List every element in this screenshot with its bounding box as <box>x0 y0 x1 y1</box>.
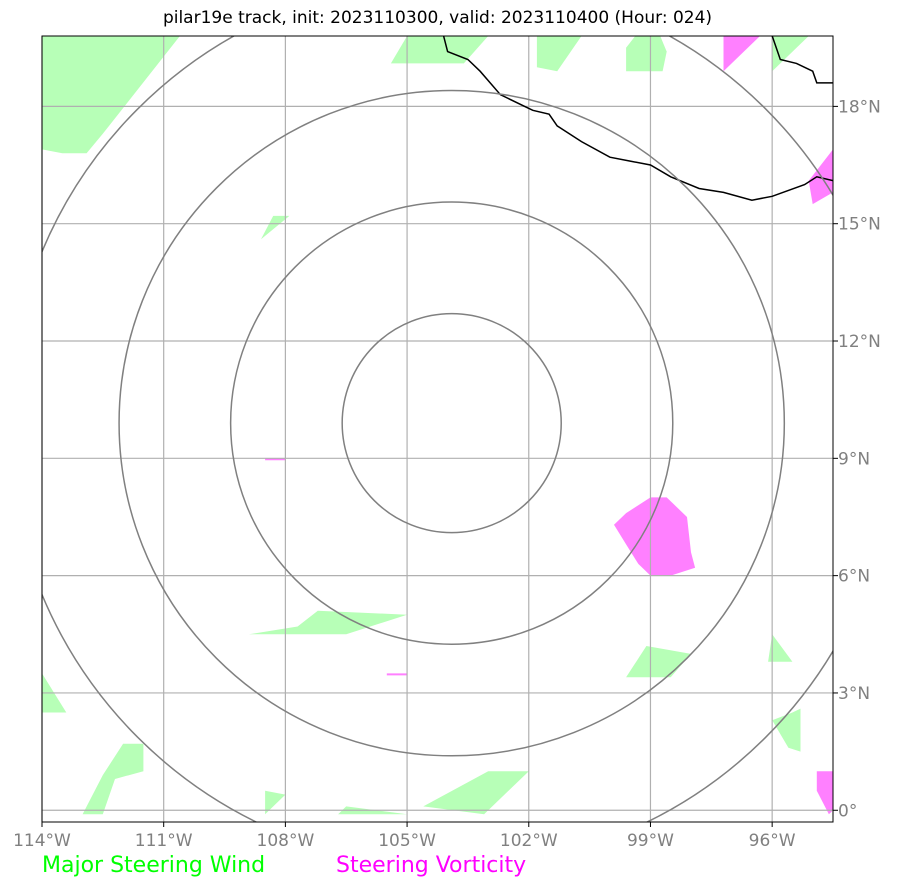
chart-title: pilar19e track, init: 2023110300, valid:… <box>162 8 713 28</box>
y-tick-label-0: 0° <box>838 801 857 821</box>
y-tick-label-18-n: 18°N <box>838 97 881 117</box>
y-tick-label-12-n: 12°N <box>838 332 881 352</box>
coastline-segment-0 <box>442 36 833 201</box>
steering-vorticity-region-4 <box>386 673 408 676</box>
major-steering-wind-region-5 <box>261 215 290 240</box>
x-tick-label-114-w: 114°W <box>13 831 71 851</box>
major-steering-wind-region-8 <box>768 634 793 662</box>
y-axis: 18°N 15°N 12°N 9°N 6°N 3°N 0° <box>833 97 881 821</box>
legend-major-steering-wind: Major Steering Wind <box>42 853 266 878</box>
major-steering-wind-region-10 <box>772 708 801 752</box>
coastline <box>442 36 833 201</box>
distance-ring-2 <box>118 89 786 757</box>
y-tick-label-6-n: 6°N <box>838 567 870 587</box>
major-steering-wind-region-3 <box>626 36 667 72</box>
y-tick-label-15-n: 15°N <box>838 215 881 235</box>
shaded-regions <box>42 36 833 815</box>
coastline-segment-1 <box>771 36 833 84</box>
x-tick-label-105-w: 105°W <box>378 831 436 851</box>
major-steering-wind-region-12 <box>265 790 286 815</box>
x-axis: 114°W 111°W 108°W 105°W 102°W 99°W 96°W <box>13 822 796 851</box>
distance-rings <box>42 36 833 822</box>
distance-ring-1 <box>229 201 674 645</box>
steering-vorticity-region-2 <box>614 497 696 576</box>
plot-frame <box>41 35 834 823</box>
x-tick-label-108-w: 108°W <box>257 831 315 851</box>
major-steering-wind-region-4 <box>772 36 809 72</box>
major-steering-wind-region-13 <box>423 771 529 815</box>
major-steering-wind-region-2 <box>536 36 582 72</box>
y-tick-label-9-n: 9°N <box>838 449 870 469</box>
x-tick-label-102-w: 102°W <box>500 831 558 851</box>
x-tick-label-99-w: 99°W <box>627 831 674 851</box>
distance-ring-0 <box>341 312 562 534</box>
x-tick-label-111-w: 111°W <box>135 831 193 851</box>
major-steering-wind-region-6 <box>248 610 408 635</box>
plot-background <box>42 36 833 822</box>
y-tick-label-3-n: 3°N <box>838 684 870 704</box>
major-steering-wind-region-1 <box>390 36 489 64</box>
x-tick-label-96-w: 96°W <box>749 831 796 851</box>
steering-vorticity-region-0 <box>723 36 760 72</box>
major-steering-wind-region-11 <box>82 743 144 815</box>
steering-vorticity-region-5 <box>816 771 833 815</box>
legend-steering-vorticity: Steering Vorticity <box>336 853 527 878</box>
major-steering-wind-region-0 <box>42 36 180 154</box>
